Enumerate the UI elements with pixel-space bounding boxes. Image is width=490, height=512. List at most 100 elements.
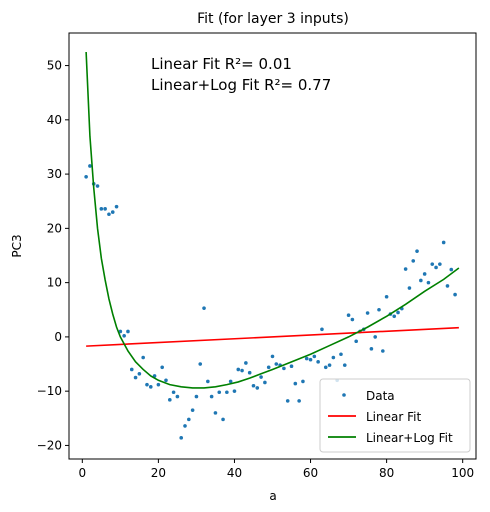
y-tick-label: 30 bbox=[47, 167, 62, 181]
data-point bbox=[187, 417, 191, 422]
data-point bbox=[141, 355, 145, 360]
data-point bbox=[263, 380, 267, 385]
data-point bbox=[301, 379, 305, 384]
data-point bbox=[168, 398, 172, 402]
data-point bbox=[84, 175, 88, 179]
data-point bbox=[270, 354, 275, 359]
data-point bbox=[217, 390, 222, 395]
data-point bbox=[88, 164, 92, 168]
data-point bbox=[255, 386, 260, 390]
data-point bbox=[304, 356, 309, 361]
data-point bbox=[441, 240, 446, 245]
x-tick-label: 60 bbox=[303, 466, 318, 480]
data-point bbox=[259, 375, 263, 379]
data-point bbox=[95, 184, 100, 188]
chart-title: Fit (for layer 3 inputs) bbox=[197, 11, 349, 27]
data-point bbox=[289, 364, 294, 369]
data-point bbox=[160, 365, 164, 370]
data-point bbox=[274, 362, 279, 366]
data-point bbox=[403, 267, 408, 271]
data-point bbox=[99, 207, 104, 211]
data-point bbox=[225, 390, 229, 395]
annotation-linear-r2: Linear Fit R²= 0.01 bbox=[151, 55, 292, 73]
data-point bbox=[251, 383, 256, 388]
data-point bbox=[179, 436, 184, 440]
y-axis-label: PC3 bbox=[10, 234, 24, 257]
data-point bbox=[312, 354, 317, 359]
y-tick-label: 0 bbox=[54, 330, 62, 344]
data-point bbox=[331, 355, 336, 360]
data-point bbox=[430, 262, 435, 266]
data-point bbox=[148, 385, 153, 389]
data-point bbox=[183, 424, 187, 428]
data-point bbox=[285, 399, 290, 403]
y-tick-label: 20 bbox=[47, 221, 62, 235]
data-point bbox=[392, 314, 397, 319]
data-point bbox=[415, 249, 419, 253]
data-point bbox=[426, 280, 431, 285]
linear-log-fit-line bbox=[85, 51, 460, 389]
x-tick-label: 80 bbox=[379, 466, 394, 480]
legend-box bbox=[319, 378, 471, 453]
data-point bbox=[381, 349, 385, 353]
legend-marker-data bbox=[342, 393, 346, 397]
annotation-linlog-r2: Linear+Log Fit R²= 0.77 bbox=[151, 76, 331, 94]
legend: Data Linear Fit Linear+Log Fit bbox=[319, 378, 471, 453]
data-point bbox=[445, 284, 450, 288]
y-tick-label: −10 bbox=[37, 384, 62, 398]
linear-fit-line bbox=[86, 326, 459, 347]
data-point bbox=[247, 370, 252, 375]
data-point bbox=[221, 417, 225, 422]
x-tick-label: 40 bbox=[227, 466, 242, 480]
data-point bbox=[320, 327, 324, 332]
data-point bbox=[339, 352, 343, 357]
y-tick-label: 40 bbox=[47, 113, 62, 127]
data-point bbox=[175, 394, 180, 399]
data-point bbox=[164, 378, 168, 383]
data-point bbox=[293, 381, 298, 386]
data-point bbox=[316, 360, 320, 364]
x-axis-ticks: 0 20 40 60 80 100 bbox=[78, 459, 474, 480]
data-point bbox=[244, 361, 248, 365]
data-point bbox=[145, 382, 149, 387]
data-point bbox=[194, 394, 199, 399]
legend-label-linlog: Linear+Log Fit bbox=[366, 431, 453, 445]
data-point bbox=[282, 366, 286, 371]
data-point bbox=[346, 313, 351, 317]
x-tick-label: 20 bbox=[151, 466, 166, 480]
data-point bbox=[240, 368, 244, 373]
data-point bbox=[266, 365, 271, 370]
data-point bbox=[308, 357, 313, 362]
data-point bbox=[206, 379, 210, 384]
data-point bbox=[228, 379, 233, 384]
data-point bbox=[126, 329, 130, 334]
data-point bbox=[190, 408, 195, 412]
data-point bbox=[129, 367, 134, 372]
x-tick-label: 0 bbox=[78, 466, 86, 480]
data-point bbox=[327, 363, 332, 367]
data-point bbox=[365, 311, 370, 315]
data-point bbox=[453, 292, 457, 297]
data-point bbox=[419, 278, 423, 283]
data-point bbox=[103, 207, 107, 211]
data-point bbox=[354, 339, 358, 344]
data-point bbox=[137, 372, 142, 376]
data-point bbox=[369, 347, 374, 351]
data-point bbox=[323, 365, 328, 370]
data-point bbox=[384, 294, 389, 299]
legend-label-linear: Linear Fit bbox=[366, 410, 421, 424]
plot-area bbox=[84, 51, 460, 440]
data-point bbox=[411, 259, 416, 263]
data-point bbox=[198, 362, 203, 366]
data-point bbox=[133, 375, 138, 380]
data-point bbox=[232, 389, 237, 393]
data-point bbox=[236, 367, 241, 372]
data-point bbox=[438, 262, 442, 266]
data-point bbox=[350, 317, 355, 322]
data-point bbox=[118, 329, 123, 334]
data-point bbox=[202, 306, 206, 310]
data-point bbox=[449, 267, 454, 272]
data-point bbox=[377, 307, 381, 312]
data-point bbox=[122, 334, 126, 338]
data-point bbox=[107, 212, 111, 217]
